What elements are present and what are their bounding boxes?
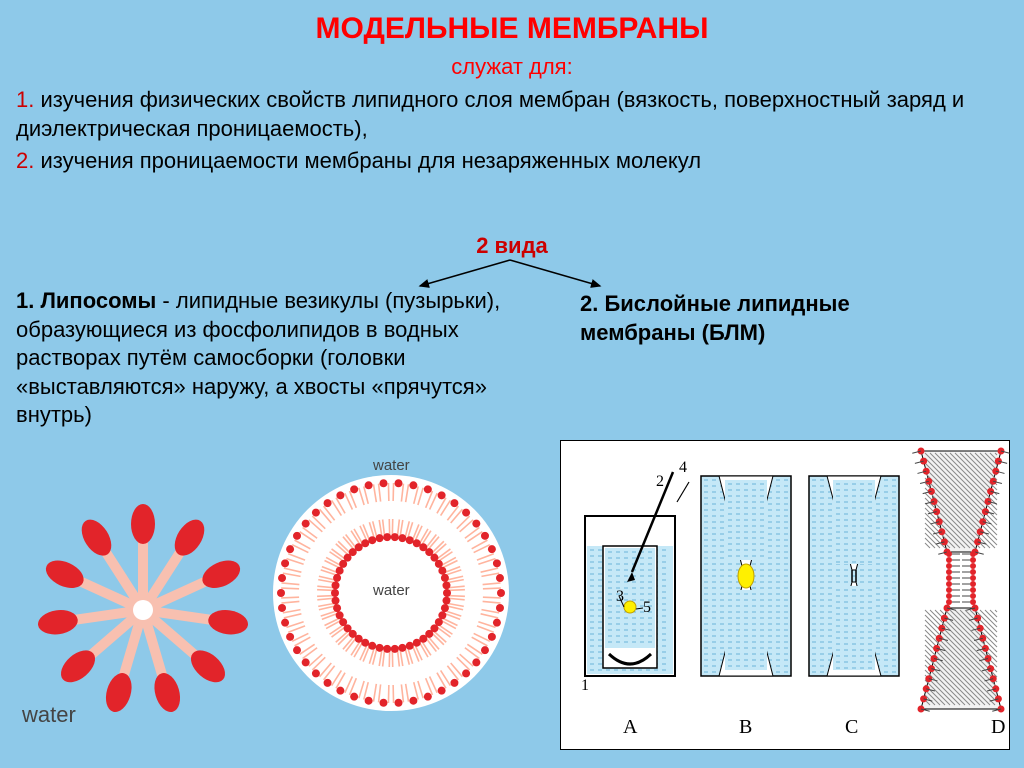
blm-svg: [561, 441, 1011, 751]
bilayer-diagram: water water: [255, 455, 527, 727]
liposome-heading: 1. Липосомы: [16, 288, 156, 313]
blm-label-D: D: [991, 716, 1005, 739]
blm-num-2: 2: [656, 473, 664, 491]
blm-label-C: C: [845, 716, 858, 739]
purpose-line-1: 1. изучения физических свойств липидного…: [16, 86, 1008, 143]
blm-heading-l1: 2. Бислойные липидные: [580, 291, 850, 316]
subtitle: служат для:: [16, 54, 1008, 80]
bilayer-water-outer: water: [373, 457, 410, 474]
blm-num-4: 4: [679, 459, 687, 477]
blm-diagram: A B C D 1 2 3 4 5: [560, 440, 1010, 750]
bilayer-water-inner: water: [373, 582, 410, 599]
slide: МОДЕЛЬНЫЕ МЕМБРАНЫ служат для: 1. изучен…: [0, 0, 1024, 768]
main-title: МОДЕЛЬНЫЕ МЕМБРАНЫ: [16, 12, 1008, 46]
blm-label-A: A: [623, 716, 637, 739]
blm-heading: 2. Бислойные липидные мембраны (БЛМ): [580, 290, 1000, 347]
num-2: 2.: [16, 148, 34, 173]
blm-num-3: 3: [616, 588, 624, 606]
micelle-diagram: water: [18, 490, 248, 740]
blm-heading-l2: мембраны (БЛМ): [580, 320, 765, 345]
purpose-text-1: изучения физических свойств липидного сл…: [16, 87, 964, 141]
num-1: 1.: [16, 87, 34, 112]
blm-num-5: 5: [643, 599, 651, 617]
liposome-description: 1. Липосомы - липидные везикулы (пузырьк…: [16, 287, 506, 430]
purpose-text-2: изучения проницаемости мембраны для неза…: [34, 148, 701, 173]
micelle-water-label: water: [22, 702, 76, 728]
blm-label-B: B: [739, 716, 752, 739]
blm-num-1: 1: [581, 677, 589, 695]
purpose-line-2: 2. изучения проницаемости мембраны для н…: [16, 147, 1008, 176]
